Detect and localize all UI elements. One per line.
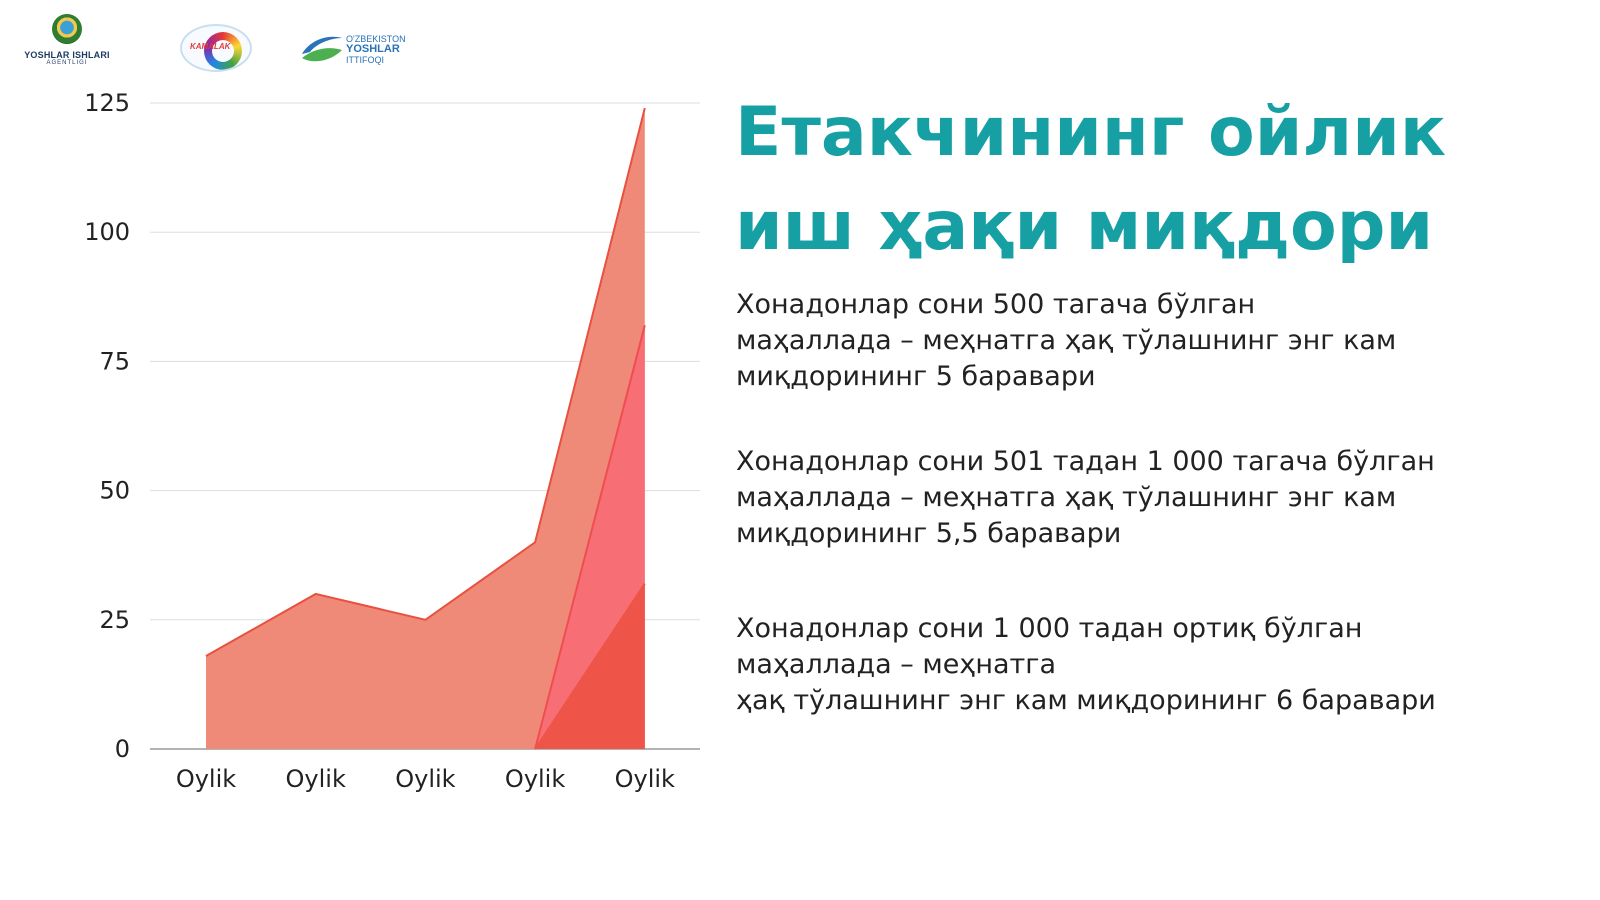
condition-paragraph-3: Хонадонлар сони 1 000 тадан ортиқ бўлган… xyxy=(736,613,1436,716)
x-tick-label: Oylik xyxy=(395,765,455,793)
y-tick-label: 75 xyxy=(99,347,130,375)
rainbow-icon xyxy=(204,32,242,70)
condition-paragraph-2: Хонадонлар сони 501 тадан 1 000 тагача б… xyxy=(736,446,1435,549)
slide-title: Етакчининг ойлик иш ҳақи миқдори xyxy=(735,93,1447,266)
x-axis-ticks: Oylik Oylik Oylik Oylik Oylik xyxy=(176,765,675,793)
logo-strip: YOSHLAR ISHLARI AGENTLIGI KAMALAK O'ZBEK… xyxy=(0,0,460,90)
kamalak-wordmark: KAMALAK xyxy=(190,42,231,51)
condition-paragraph-1: Хонадонлар сони 500 тагача бўлган маҳалл… xyxy=(736,289,1397,392)
union-name-line1: O'ZBEKISTON xyxy=(346,34,406,44)
x-tick-label: Oylik xyxy=(176,765,236,793)
union-name-line3: ITTIFOQI xyxy=(346,55,384,65)
area-series-1-line xyxy=(205,107,646,657)
area-chart: 0 25 50 75 100 125 Oylik Oylik Oylik Oylik Oylik xyxy=(84,89,700,793)
x-tick-label: Oylik xyxy=(615,765,675,793)
y-tick-label: 125 xyxy=(84,89,130,117)
y-axis-ticks: 0 25 50 75 100 125 xyxy=(84,89,130,763)
area-series-1 xyxy=(206,108,645,750)
state-emblem-icon xyxy=(52,14,82,44)
area-series-2-line xyxy=(534,324,646,750)
swoosh-icon xyxy=(302,36,342,62)
x-tick-label: Oylik xyxy=(505,765,565,793)
y-tick-label: 0 xyxy=(115,735,130,763)
chart-areas xyxy=(205,107,646,750)
y-tick-label: 100 xyxy=(84,218,130,246)
agency-name-line2: AGENTLIGI xyxy=(46,60,88,66)
y-tick-label: 50 xyxy=(99,477,130,505)
x-tick-label: Oylik xyxy=(286,765,346,793)
y-tick-label: 25 xyxy=(99,606,130,634)
yoshlar-ishlari-agency-logo: YOSHLAR ISHLARI AGENTLIGI xyxy=(22,14,112,76)
youth-union-logo: O'ZBEKISTON YOSHLAR ITTIFOQI xyxy=(300,28,410,68)
agency-name-line1: YOSHLAR ISHLARI xyxy=(24,50,110,60)
area-series-3-line xyxy=(534,583,646,750)
union-name-line2: YOSHLAR xyxy=(346,43,400,55)
kamalak-logo: KAMALAK xyxy=(180,24,252,72)
